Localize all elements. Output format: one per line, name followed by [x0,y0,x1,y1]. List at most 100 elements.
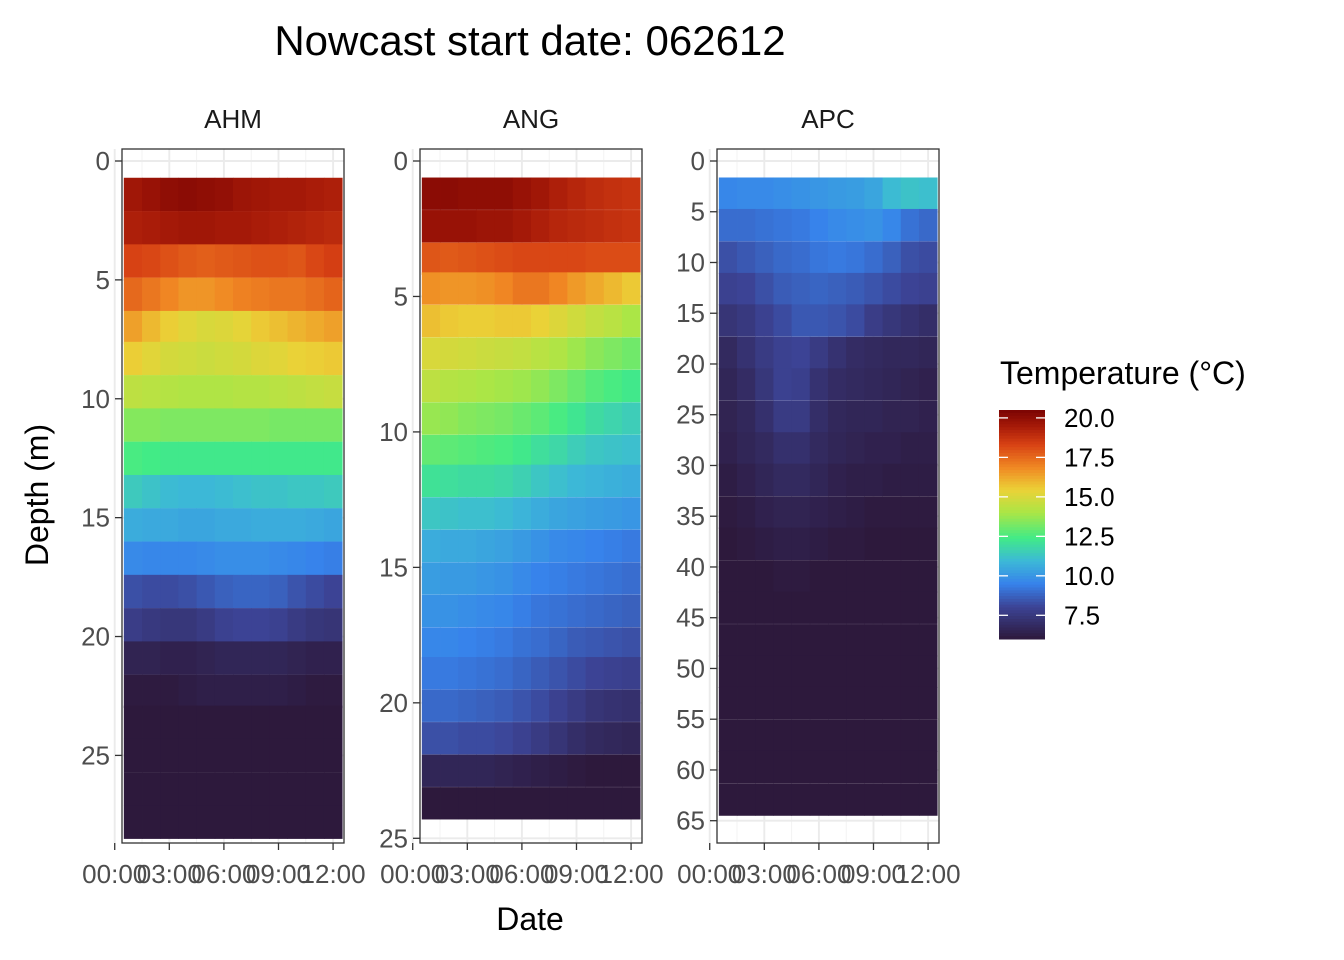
heatmap-cell [269,441,288,476]
facet-strip-label: ANG [503,104,559,134]
heatmap-cell [864,177,883,210]
heatmap-cell [214,277,234,312]
y-tick-label: 45 [676,603,705,633]
heatmap-cell [918,368,938,401]
heatmap-cell [123,441,143,476]
colorbar-segment [999,438,1045,442]
heatmap-cell [585,337,605,370]
x-tick-label: 06:00 [489,859,554,889]
heatmap-cell [809,527,829,561]
heatmap-cell [142,408,161,442]
colorbar-segment [999,507,1045,511]
heatmap-cell [737,208,756,242]
heatmap-cell [755,560,774,593]
heatmap-cell [737,432,756,465]
heatmap-cell [718,463,738,497]
legend-tick-label: 10.0 [1064,561,1115,591]
heatmap-cell [791,432,811,465]
heatmap-cell [269,177,288,212]
heatmap-cell [737,400,756,434]
heatmap-cell [791,272,811,306]
heatmap-cell [585,434,605,468]
colorbar-segment [999,495,1045,500]
heatmap-cell [900,560,920,593]
heatmap-cell [476,177,496,210]
heatmap-cell [621,594,641,628]
heatmap-cell [421,304,441,338]
heatmap-cell [305,341,325,376]
heatmap-cell [196,310,216,345]
heatmap-cell [918,719,938,752]
heatmap-cell [160,310,179,345]
heatmap-cell [882,177,902,210]
heatmap-cell [900,208,920,242]
heatmap-cell [476,657,496,690]
heatmap-cell [323,641,343,675]
y-tick-label: 5 [691,197,705,227]
heatmap-cell [755,527,774,561]
y-tick-label: 25 [676,400,705,430]
heatmap-cell [512,497,532,530]
heatmap-cell [918,177,938,210]
heatmap-cell [142,244,161,278]
heatmap-cell [287,408,307,442]
heatmap-cell [269,574,288,609]
heatmap-cell [531,402,550,435]
heatmap-cell [567,242,586,275]
heatmap-cell [512,562,532,595]
colorbar-segment [999,464,1045,468]
y-axis-title: Depth (m) [19,424,55,566]
heatmap-cell [196,541,216,575]
heatmap-cell [160,474,179,509]
heatmap-cell [476,272,496,305]
heatmap-cell [476,787,496,820]
heatmap-cell [603,594,623,628]
heatmap-cell [421,434,441,468]
heatmap-cell [323,211,343,245]
heatmap-cell [549,497,568,530]
x-tick-label: 03:00 [435,859,500,889]
heatmap-cell [214,177,234,212]
colorbar-segment [999,596,1045,600]
heatmap-cell [549,369,568,403]
heatmap-cell [718,241,738,274]
heatmap-cell [269,408,288,442]
heatmap-cell [233,574,252,609]
heatmap-cell [791,783,811,816]
heatmap-cell [567,272,586,305]
heatmap-cell [142,277,161,312]
heatmap-cell [567,529,586,563]
heatmap-cell [440,434,459,468]
legend-tick-label: 20.0 [1064,403,1115,433]
heatmap-cell [458,497,477,530]
heatmap-cell [142,541,161,575]
heatmap-cell [603,337,623,370]
heatmap-cell [531,369,550,403]
heatmap-cell [251,277,270,312]
legend-tick-label: 12.5 [1064,521,1115,551]
heatmap-cell [458,562,477,595]
colorbar-segment [999,467,1045,471]
colorbar-segment [999,630,1045,634]
colorbar-segment [999,435,1045,440]
heatmap-cell [251,211,270,245]
heatmap-cell [755,177,774,210]
heatmap-cell [549,594,568,628]
heatmap-cell [458,369,477,403]
heatmap-cell [123,541,143,575]
heatmap-cell [828,686,847,720]
y-tick-label: 15 [379,552,408,582]
heatmap-cell [809,208,829,242]
heatmap-cell [421,689,441,722]
heatmap-cell [323,705,343,740]
panel-border [419,148,643,844]
heatmap-cell [882,750,902,784]
heatmap-cell [549,272,568,305]
heatmap-cell [123,705,143,740]
heatmap-cell [142,705,161,740]
x-tick-label: 12:00 [599,859,664,889]
colorbar-segment [999,410,1045,414]
heatmap-cell [585,497,605,530]
